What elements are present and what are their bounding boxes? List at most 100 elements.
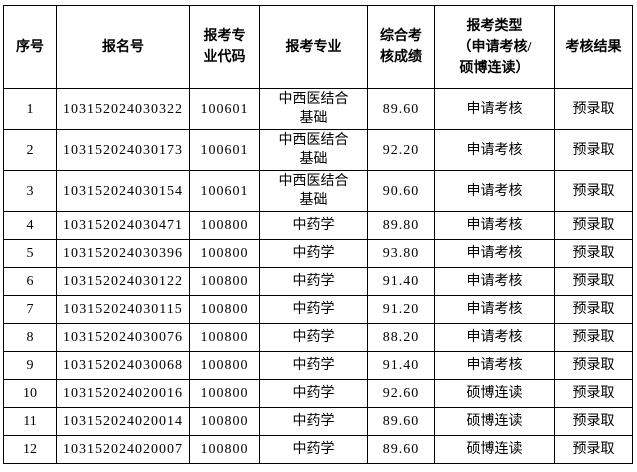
table-row: 12 103152024020007 100800 中药学 89.60 硕博连读 预录取 [3,435,633,464]
cell-result: 预录取 [554,351,633,380]
cell-application-type: 申请考核 [434,170,555,212]
cell-score: 91.20 [367,295,435,324]
cell-seq: 9 [3,351,57,380]
cell-seq: 10 [3,379,57,408]
cell-major-code: 100800 [189,295,260,324]
cell-score: 89.60 [367,407,435,436]
header-row: 序号 报名号 报考专 业代码 报考专业 综合考 核成绩 报考类型 （申请考核/ … [3,5,633,89]
cell-registration-number: 103152024020016 [56,379,190,408]
cell-seq: 2 [3,129,57,171]
cell-major: 中药学 [259,435,368,464]
cell-seq: 6 [3,267,57,296]
cell-seq: 1 [3,88,57,130]
cell-major-code: 100800 [189,239,260,268]
cell-seq: 8 [3,323,57,352]
cell-major: 中药学 [259,323,368,352]
header-seq: 序号 [3,5,57,89]
table-row: 2 103152024030173 100601 中西医结合 基础 92.20 申请考核预… [3,129,633,171]
cell-major-code: 100800 [189,379,260,408]
header-score: 综合考 核成绩 [367,5,435,89]
cell-result: 预录取 [554,379,633,408]
cell-score: 89.60 [367,435,435,464]
cell-major-code: 100601 [189,88,260,130]
cell-score: 92.60 [367,379,435,408]
cell-application-type: 硕博连读 [434,407,555,436]
cell-seq: 12 [3,435,57,464]
cell-seq: 7 [3,295,57,324]
table-row: 1 103152024030322 100601 中西医结合 基础 89.60 申请考核预… [3,88,633,130]
table-row: 7 103152024030115 100800 中药学 91.20 申请考核 预录取 [3,295,633,324]
cell-seq: 3 [3,170,57,212]
cell-result: 预录取 [554,129,633,171]
cell-application-type: 申请考核 [434,239,555,268]
table-row: 5 103152024030396 100800 中药学 93.80 申请考核 预录取 [3,239,633,268]
cell-major: 中药学 [259,407,368,436]
cell-major-code: 100800 [189,323,260,352]
cell-seq: 11 [3,407,57,436]
table-row: 4 103152024030471 100800 中药学 89.80 申请考核 预录取 [3,211,633,240]
cell-score: 91.40 [367,351,435,380]
cell-major-code: 100601 [189,170,260,212]
cell-result: 预录取 [554,267,633,296]
cell-major-code: 100800 [189,211,260,240]
cell-application-type: 申请考核 [434,211,555,240]
cell-application-type: 申请考核 [434,295,555,324]
cell-registration-number: 103152024020014 [56,407,190,436]
table-row: 10 103152024020016 100800 中药学 92.60 硕博连读 预录取 [3,379,633,408]
cell-registration-number: 103152024030115 [56,295,190,324]
cell-major: 中西医结合 基础 [259,170,368,212]
cell-major: 中药学 [259,267,368,296]
cell-result: 预录取 [554,211,633,240]
cell-registration-number: 103152024030396 [56,239,190,268]
cell-registration-number: 103152024020007 [56,435,190,464]
cell-result: 预录取 [554,295,633,324]
cell-result: 预录取 [554,435,633,464]
cell-major-code: 100800 [189,435,260,464]
cell-major-code: 100601 [189,129,260,171]
table-row: 6 103152024030122 100800 中药学 91.40 申请考核 预录取 [3,267,633,296]
cell-registration-number: 103152024030122 [56,267,190,296]
table-row: 11 103152024020014 100800 中药学 89.60 硕博连读 预录取 [3,407,633,436]
cell-application-type: 硕博连读 [434,379,555,408]
table-row: 3 103152024030154 100601 中西医结合 基础 90.60 申请考核预… [3,170,633,212]
cell-application-type: 申请考核 [434,267,555,296]
cell-major: 中药学 [259,239,368,268]
cell-major: 中药学 [259,295,368,324]
admission-results-table: 序号 报名号 报考专 业代码 报考专业 综合考 核成绩 报考类型 （申请考核/ … [3,5,633,464]
header-application-type: 报考类型 （申请考核/ 硕博连读） [434,5,555,89]
cell-score: 92.20 [367,129,435,171]
cell-registration-number: 103152024030154 [56,170,190,212]
cell-major: 中药学 [259,211,368,240]
cell-major: 中西医结合 基础 [259,88,368,130]
cell-major: 中西医结合 基础 [259,129,368,171]
header-result: 考核结果 [554,5,633,89]
cell-score: 88.20 [367,323,435,352]
table-header: 序号 报名号 报考专 业代码 报考专业 综合考 核成绩 报考类型 （申请考核/ … [3,5,633,89]
cell-registration-number: 103152024030068 [56,351,190,380]
cell-major-code: 100800 [189,267,260,296]
header-major: 报考专业 [259,5,368,89]
cell-score: 89.80 [367,211,435,240]
table-row: 9 103152024030068 100800 中药学 91.40 申请考核 预录取 [3,351,633,380]
cell-application-type: 硕博连读 [434,435,555,464]
cell-major-code: 100800 [189,351,260,380]
cell-score: 90.60 [367,170,435,212]
cell-registration-number: 103152024030322 [56,88,190,130]
cell-seq: 4 [3,211,57,240]
cell-major: 中药学 [259,351,368,380]
cell-application-type: 申请考核 [434,88,555,130]
cell-score: 91.40 [367,267,435,296]
cell-application-type: 申请考核 [434,323,555,352]
cell-score: 89.60 [367,88,435,130]
cell-score: 93.80 [367,239,435,268]
header-registration-number: 报名号 [56,5,190,89]
cell-result: 预录取 [554,170,633,212]
cell-registration-number: 103152024030471 [56,211,190,240]
cell-result: 预录取 [554,239,633,268]
cell-result: 预录取 [554,407,633,436]
cell-seq: 5 [3,239,57,268]
cell-major-code: 100800 [189,407,260,436]
cell-application-type: 申请考核 [434,351,555,380]
cell-registration-number: 103152024030173 [56,129,190,171]
table-body: 1 103152024030322 100601 中西医结合 基础 89.60 申请考核预… [3,88,633,464]
